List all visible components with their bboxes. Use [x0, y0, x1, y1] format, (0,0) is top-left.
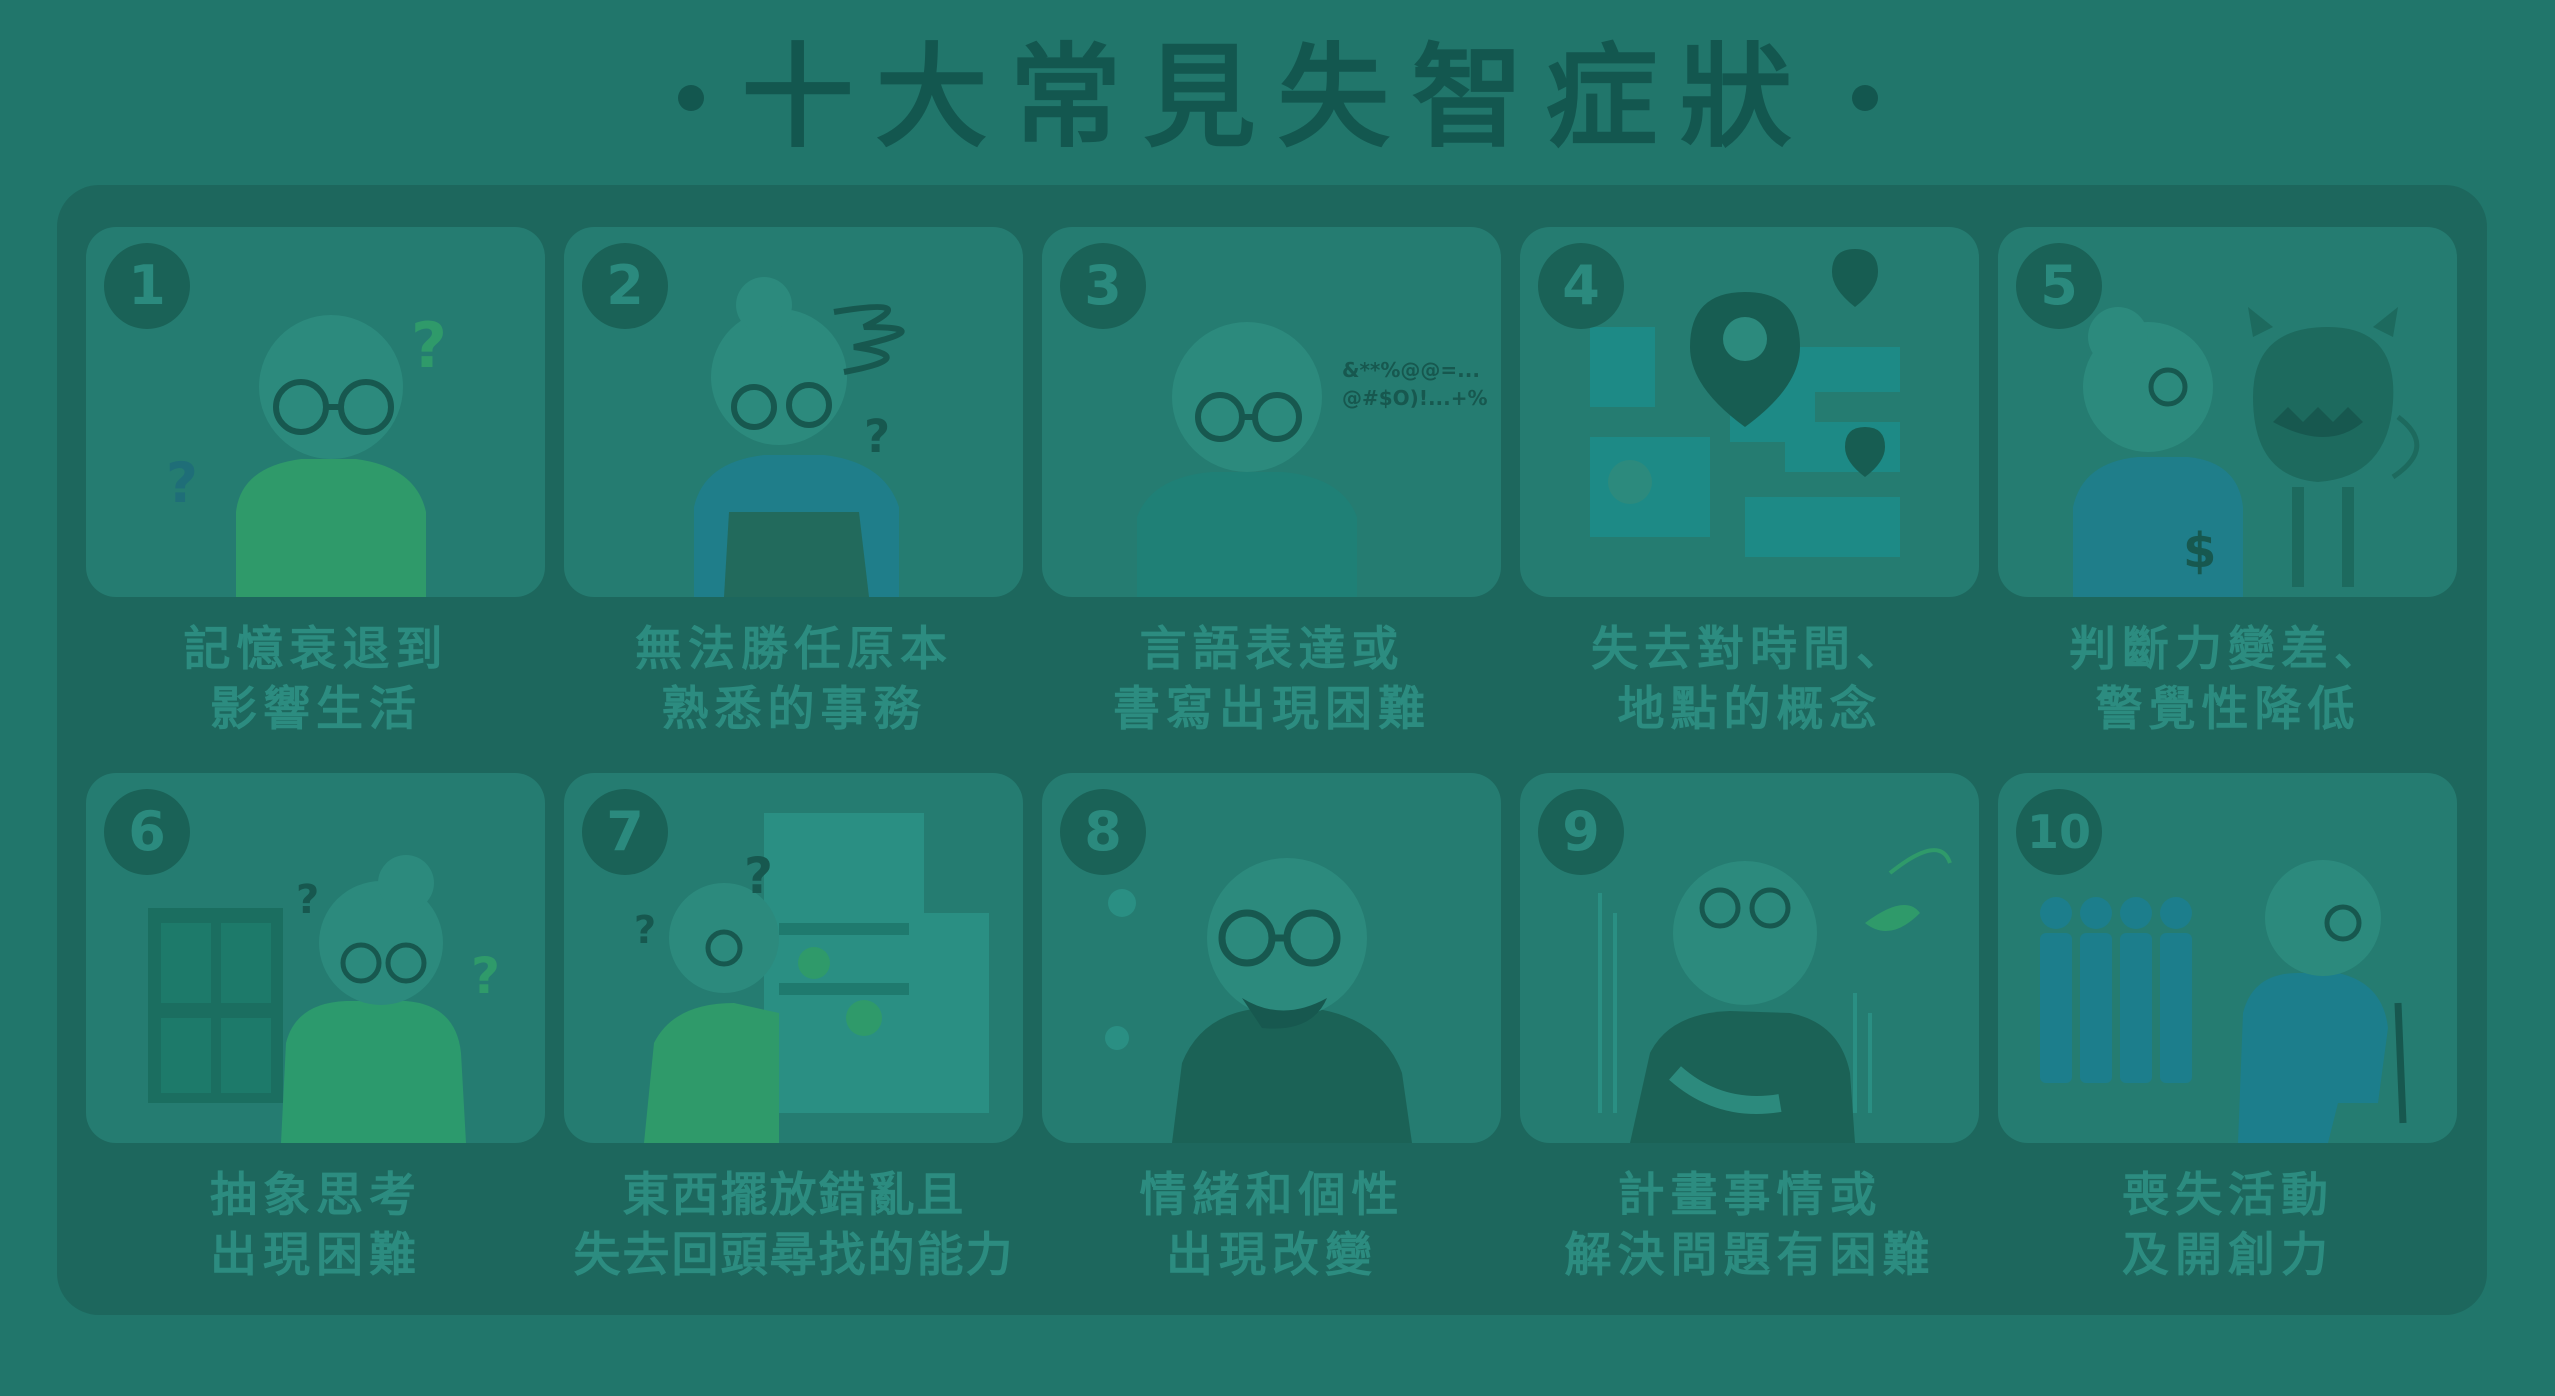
symptom-card-4: 4 — [1520, 227, 1979, 597]
symptom-caption-9-line1: 計畫事情或 — [1617, 1168, 1883, 1223]
walking-cane-icon — [2394, 1002, 2407, 1124]
elderly-person-illustration — [1598, 848, 1952, 1143]
symptom-caption-2-line2: 熟悉的事務 — [661, 682, 927, 737]
symptom-number-8: 8 — [1060, 789, 1146, 875]
symptom-caption-4: 失去對時間、 地點的概念 — [1510, 620, 1990, 740]
elderly-person-illustration: ? — [694, 277, 905, 597]
symptom-caption-4-line1: 失去對時間、 — [1591, 622, 1909, 677]
symptom-caption-3: 言語表達或 書寫出現困難 — [1032, 620, 1512, 740]
symptom-caption-7-line2: 失去回頭尋找的能力 — [573, 1228, 1015, 1283]
page-title: 十大常見失智症狀 — [741, 33, 1814, 163]
symptom-number-4: 4 — [1538, 243, 1624, 329]
speech-garble-line-1: &**%@@=... — [1342, 358, 1480, 382]
svg-text:?: ? — [634, 908, 656, 952]
svg-text:?: ? — [864, 410, 890, 463]
symptom-caption-8: 情緒和個性 出現改變 — [1032, 1166, 1512, 1286]
symptom-caption-1: 記憶衰退到 影響生活 — [76, 620, 556, 740]
svg-text:?: ? — [411, 309, 447, 382]
symptom-number-6: 6 — [104, 789, 190, 875]
symptom-caption-7: 東西擺放錯亂且 失去回頭尋找的能力 — [554, 1166, 1034, 1286]
symptom-caption-7-line1: 東西擺放錯亂且 — [622, 1168, 966, 1223]
symptom-caption-2-line1: 無法勝任原本 — [635, 622, 953, 677]
symptom-caption-2: 無法勝任原本 熟悉的事務 — [554, 620, 1034, 740]
symptom-card-8: 8 — [1042, 773, 1501, 1143]
title-dot-right — [1851, 85, 1878, 111]
symptom-caption-5-line2: 警覺性降低 — [2095, 682, 2361, 737]
elderly-person-illustration: &**%@@=... @#$O)!...+% — [1137, 322, 1488, 597]
symptom-caption-4-line2: 地點的概念 — [1617, 682, 1883, 737]
symptom-number-3: 3 — [1060, 243, 1146, 329]
svg-text:?: ? — [296, 877, 319, 923]
symptom-card-2: ? 2 — [564, 227, 1023, 597]
elderly-person-illustration — [1105, 858, 1412, 1143]
symptom-number-5: 5 — [2016, 243, 2102, 329]
symptom-caption-5: 判斷力變差、 警覺性降低 — [1988, 620, 2468, 740]
symptom-number-10: 10 — [2016, 789, 2102, 875]
symptom-card-6: ? ? 6 — [86, 773, 545, 1143]
svg-text:?: ? — [166, 451, 198, 515]
symptom-caption-10: 喪失活動 及開創力 — [1988, 1166, 2468, 1286]
symptom-number-1: 1 — [104, 243, 190, 329]
symptom-caption-8-line1: 情緒和個性 — [1139, 1168, 1405, 1223]
symptom-card-5: $ 5 — [1998, 227, 2457, 597]
symptom-caption-6: 抽象思考 出現困難 — [76, 1166, 556, 1286]
elderly-person-illustration: $ — [2073, 307, 2420, 597]
symptom-caption-1-line2: 影響生活 — [210, 682, 422, 737]
elderly-person-illustration: ? ? — [166, 309, 447, 597]
symptom-caption-3-line1: 言語表達或 — [1139, 622, 1405, 677]
symptom-card-10: 10 — [1998, 773, 2457, 1143]
symptom-caption-1-line1: 記憶衰退到 — [183, 622, 449, 677]
symptom-card-1: ? ? 1 — [86, 227, 545, 597]
title-dot-left — [677, 85, 704, 111]
title-bar: 十大常見失智症狀 — [0, 28, 2555, 168]
door-illustration: ? ? — [148, 855, 500, 1143]
symptom-number-9: 9 — [1538, 789, 1624, 875]
symptom-caption-6-line1: 抽象思考 — [210, 1168, 422, 1223]
symptom-caption-6-line2: 出現困難 — [210, 1228, 422, 1283]
symptom-caption-10-line2: 及開創力 — [2122, 1228, 2334, 1283]
dollar-icon: $ — [2183, 523, 2216, 579]
svg-text:?: ? — [744, 847, 773, 905]
symptom-caption-10-line1: 喪失活動 — [2122, 1168, 2334, 1223]
symptom-caption-9: 計畫事情或 解決問題有困難 — [1510, 1166, 1990, 1286]
symptom-card-9: 9 — [1520, 773, 1979, 1143]
symptom-caption-5-line1: 判斷力變差、 — [2069, 622, 2387, 677]
refrigerator-icon — [764, 813, 924, 1113]
symptom-card-7: ? ? 7 — [564, 773, 1023, 1143]
symptom-number-7: 7 — [582, 789, 668, 875]
svg-text:?: ? — [471, 947, 500, 1005]
map-illustration — [1590, 249, 1900, 557]
people-group-illustration — [2040, 860, 2407, 1143]
symptom-caption-8-line2: 出現改變 — [1166, 1228, 1378, 1283]
symptom-caption-9-line2: 解決問題有困難 — [1564, 1228, 1936, 1283]
symptom-card-3: &**%@@=... @#$O)!...+% 3 — [1042, 227, 1501, 597]
speech-garble-line-2: @#$O)!...+% — [1342, 386, 1488, 410]
symptom-number-2: 2 — [582, 243, 668, 329]
refrigerator-illustration: ? ? — [634, 813, 989, 1143]
symptom-caption-3-line2: 書寫出現困難 — [1113, 682, 1431, 737]
